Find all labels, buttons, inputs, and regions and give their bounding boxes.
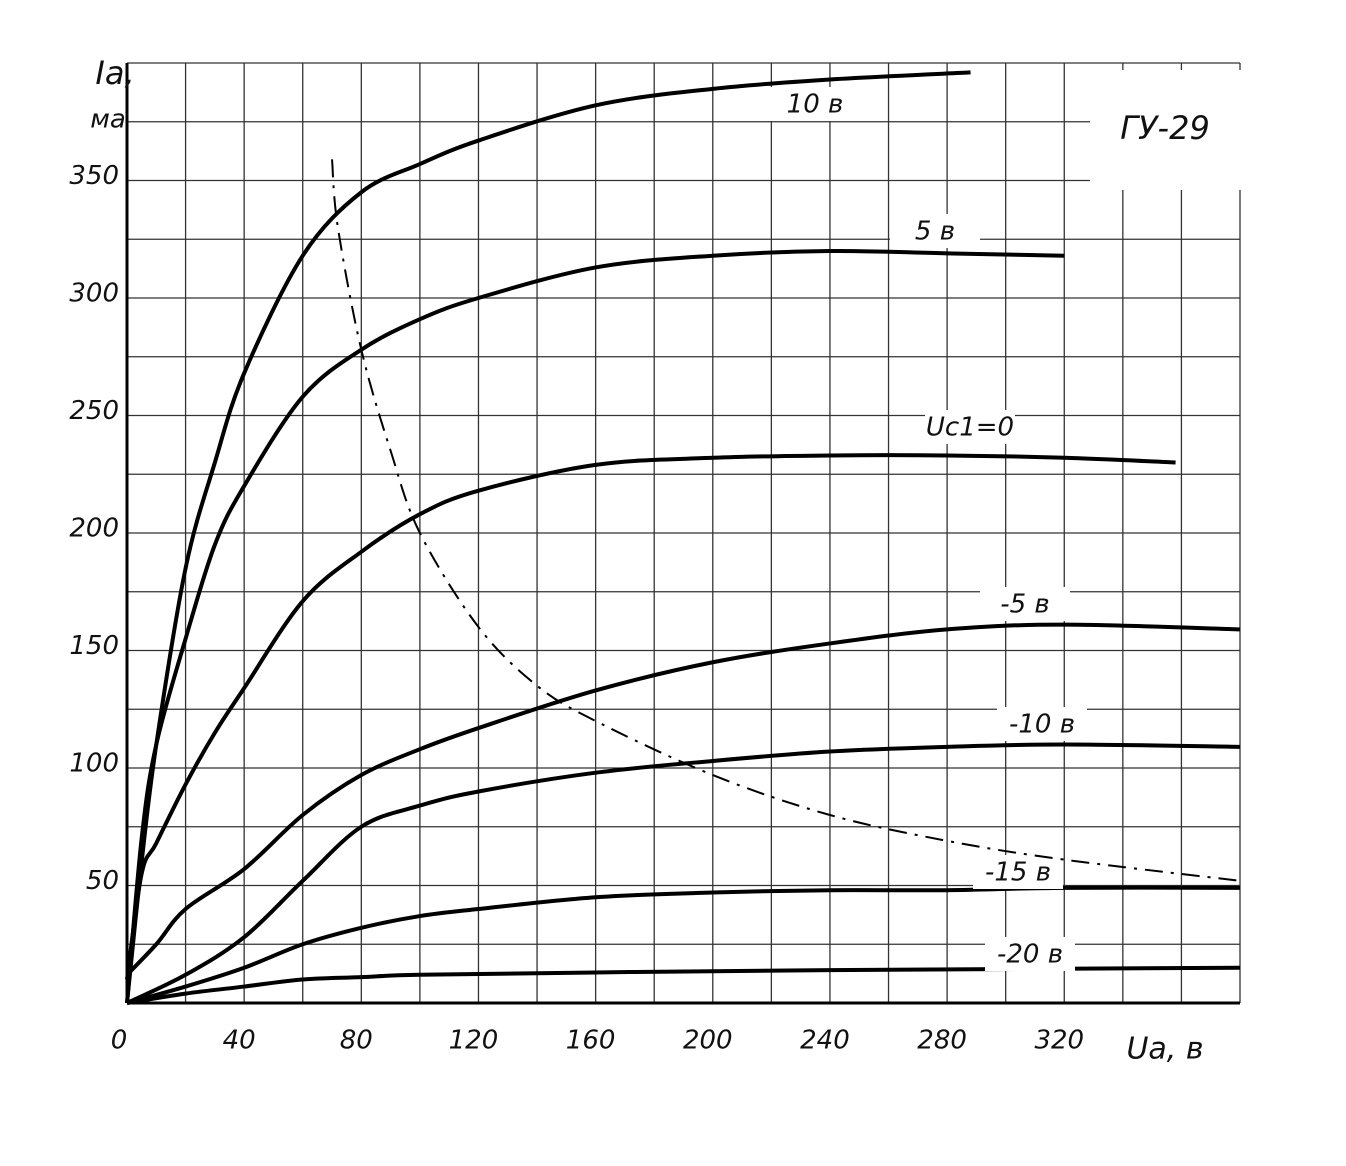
label-background bbox=[770, 87, 860, 121]
x-tick-label: 40 bbox=[223, 1026, 256, 1056]
label-background bbox=[973, 855, 1063, 889]
x-tick-label: 120 bbox=[449, 1026, 499, 1056]
x-tick-label: 280 bbox=[917, 1026, 967, 1056]
x-tick-label: 240 bbox=[800, 1026, 850, 1056]
curve-label: Uc1=0 bbox=[926, 413, 1014, 443]
label-background bbox=[985, 937, 1075, 971]
curve-label: -15 в bbox=[985, 858, 1051, 888]
y-tick-label: 350 bbox=[69, 161, 119, 191]
y-axis-unit: ма bbox=[90, 105, 126, 135]
curve bbox=[126, 885, 1241, 1005]
x-tick-label: 160 bbox=[566, 1026, 616, 1056]
label-background bbox=[925, 410, 1015, 444]
x-tick-label: 320 bbox=[1034, 1026, 1084, 1056]
x-axis-label: Uа, в bbox=[1126, 1032, 1203, 1067]
x-tick-label: 0 bbox=[111, 1026, 128, 1056]
plot: 0 40 80 120 160 200 240 280 320 50 100 150 200 250 300… bbox=[69, 62, 1241, 1056]
y-tick-label: 150 bbox=[69, 631, 119, 661]
label-background bbox=[980, 587, 1070, 621]
y-tick-label: 50 bbox=[86, 866, 119, 896]
title-box bbox=[1090, 70, 1245, 190]
curve-label: 10 в bbox=[787, 90, 844, 120]
curve bbox=[125, 453, 1176, 980]
y-tick-label: 200 bbox=[69, 514, 119, 544]
chart-title: ГУ-29 bbox=[1120, 109, 1210, 147]
curve bbox=[126, 742, 1241, 1005]
curve-label: 5 в bbox=[915, 217, 955, 247]
curve-label: -20 в bbox=[997, 940, 1063, 970]
curve-label: -5 в bbox=[1000, 590, 1050, 620]
label-background bbox=[997, 707, 1087, 741]
curve bbox=[125, 622, 1241, 977]
curve bbox=[331, 159, 1241, 882]
y-tick-label: 100 bbox=[69, 749, 119, 779]
label-background bbox=[890, 214, 980, 248]
curve-label: -10 в bbox=[1009, 710, 1075, 740]
y-axis-label: Iа, bbox=[95, 54, 134, 92]
y-tick-label: 300 bbox=[69, 279, 119, 309]
y-tick-label: 250 bbox=[69, 396, 119, 426]
curve bbox=[126, 965, 1241, 1005]
x-tick-label: 80 bbox=[340, 1026, 373, 1056]
x-tick-label: 200 bbox=[683, 1026, 733, 1056]
